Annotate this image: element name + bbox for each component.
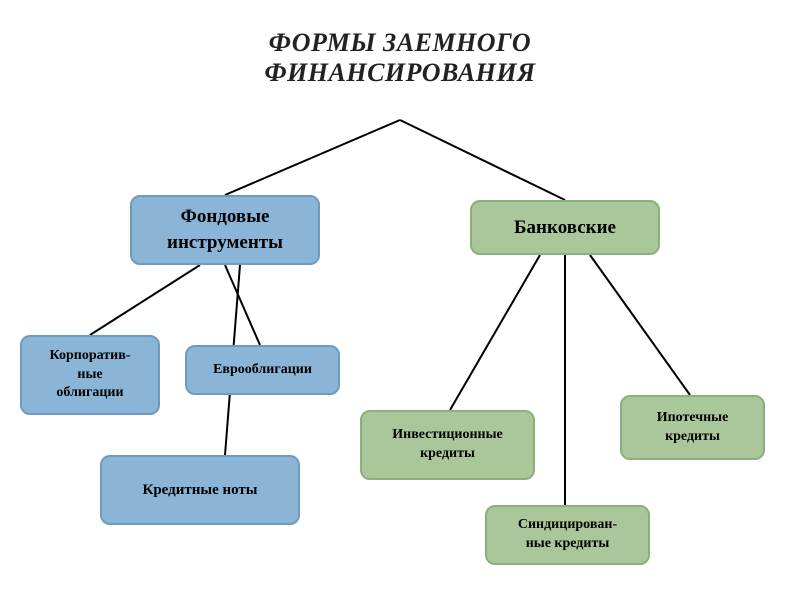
edge-stock-corp (90, 265, 200, 335)
edge-root-bank (400, 120, 565, 200)
edge-stock-euro (225, 265, 260, 345)
title-line1: ФОРМЫ ЗАЕМНОГО (269, 28, 531, 57)
node-corp-label-line0: Корпоратив- (50, 348, 131, 363)
node-stock: Фондовые инструменты (130, 195, 320, 265)
edge-bank-invest (450, 255, 540, 410)
node-bank: Банковские (470, 200, 660, 255)
node-corp: Корпоратив-ные облигации (20, 335, 160, 415)
node-mort-label-line0: Ипотечные (657, 410, 729, 425)
node-euro-label-line0: Еврооблигации (213, 362, 312, 377)
node-corp-label-line2: облигации (56, 385, 123, 400)
diagram-canvas: { "type": "tree", "background_color": "#… (0, 0, 800, 600)
node-synd-label-line0: Синдицирован- (518, 517, 617, 532)
node-synd: Синдицирован-ные кредиты (485, 505, 650, 565)
node-bank-label-line0: Банковские (514, 217, 616, 238)
node-invest-label-line0: Инвестиционные (392, 427, 502, 442)
node-stock-label-line1: инструменты (167, 232, 283, 253)
edge-root-stock (225, 120, 400, 195)
diagram-title: ФОРМЫ ЗАЕМНОГО ФИНАНСИРОВАНИЯ (0, 28, 800, 88)
title-line2: ФИНАНСИРОВАНИЯ (264, 58, 535, 87)
node-corp-label-line1: ные (77, 367, 102, 382)
node-mort: Ипотечные кредиты (620, 395, 765, 460)
node-notes: Кредитные ноты (100, 455, 300, 525)
node-notes-label-line0: Кредитные ноты (142, 482, 257, 498)
node-euro: Еврооблигации (185, 345, 340, 395)
node-synd-label-line1: ные кредиты (526, 536, 610, 551)
node-stock-label-line0: Фондовые (181, 206, 270, 227)
node-invest-label-line1: кредиты (420, 446, 475, 461)
edge-bank-mort (590, 255, 690, 395)
node-invest: Инвестиционные кредиты (360, 410, 535, 480)
node-mort-label-line1: кредиты (665, 429, 720, 444)
